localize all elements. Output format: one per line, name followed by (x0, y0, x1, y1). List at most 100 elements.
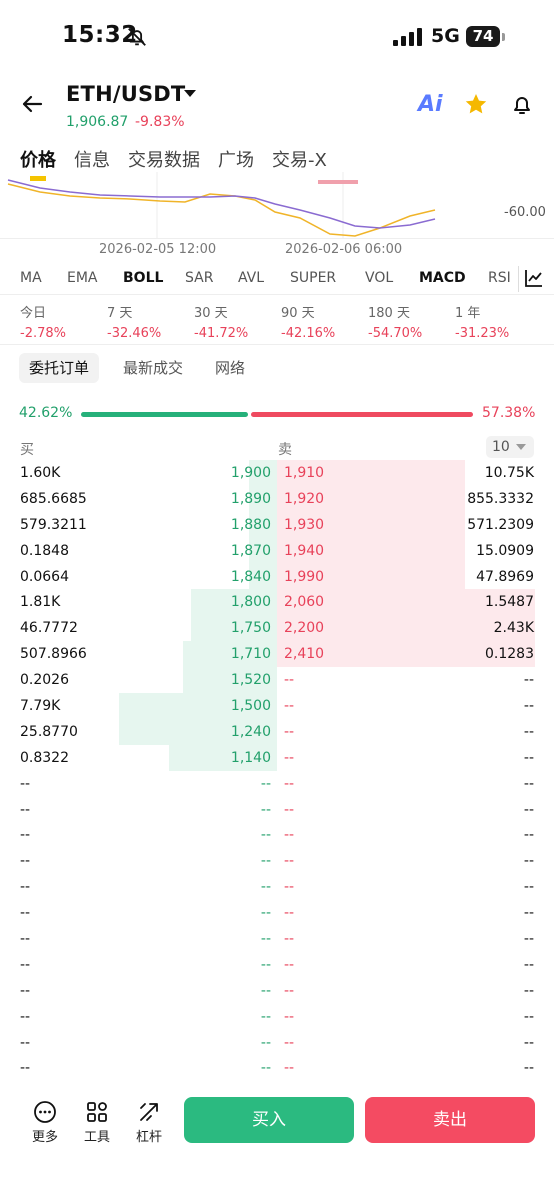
chart-settings-icon[interactable] (524, 268, 544, 288)
order-book-row[interactable]: -- -- -- -- (0, 1004, 554, 1030)
ask-amount: 10.75K (484, 465, 534, 481)
price-chart[interactable] (0, 172, 554, 264)
ask-price: 1,910 (284, 465, 325, 481)
caret-down-icon[interactable] (184, 90, 196, 97)
order-book-row[interactable]: 0.8322 1,140 -- -- (0, 744, 554, 771)
ask-amount: 47.8969 (476, 568, 534, 585)
tab-order-book[interactable]: 委托订单 (19, 353, 100, 383)
order-book-row[interactable]: 0.0664 1,840 1,990 47.8969 (0, 563, 554, 590)
indicator-boll[interactable]: BOLL (123, 270, 164, 286)
period-30d: 30 天 -41.72% (194, 302, 248, 341)
star-icon[interactable] (464, 92, 488, 116)
network-type: 5G (431, 25, 460, 47)
indicator-super[interactable]: SUPER (290, 270, 337, 286)
order-book-row[interactable]: -- -- -- -- (0, 900, 554, 926)
signal-icon (393, 28, 422, 46)
order-book-row[interactable]: 25.8770 1,240 -- -- (0, 718, 554, 745)
status-time: 15:32 (62, 22, 138, 48)
ask-amount: -- (523, 931, 534, 948)
period-label: 今日 (20, 306, 47, 321)
ask-depth-bar (277, 485, 465, 512)
status-bar: 15:32 5G 74 (0, 0, 554, 76)
bid-amount: 1.81K (20, 594, 61, 611)
order-book-row[interactable]: 46.7772 1,750 2,200 2.43K (0, 615, 554, 642)
tools-label[interactable]: 工具 (84, 1130, 111, 1145)
indicator-avl[interactable]: AVL (238, 270, 265, 286)
indicator-ma[interactable]: MA (20, 270, 42, 286)
divider (0, 344, 554, 345)
indicator-sar[interactable]: SAR (185, 270, 214, 286)
more-label[interactable]: 更多 (32, 1130, 59, 1145)
order-book-row[interactable]: -- -- -- -- (0, 797, 554, 823)
bid-depth-bar (183, 641, 277, 668)
bid-depth-bar (191, 615, 277, 642)
order-book-row[interactable]: -- -- -- -- (0, 1030, 554, 1056)
ask-amount: -- (523, 956, 534, 973)
tab-price[interactable]: 价格 (20, 150, 56, 171)
ask-amount: -- (523, 827, 534, 844)
chart-date-label: 2026-02-06 06:00 (285, 242, 403, 257)
period-label: 90 天 (281, 306, 315, 321)
bell-muted-icon (128, 28, 146, 46)
chart-date-label: 2026-02-05 12:00 (99, 242, 217, 257)
ask-amount: -- (523, 982, 534, 999)
buy-button[interactable]: 买入 (184, 1097, 354, 1143)
bid-price: -- (260, 905, 271, 922)
order-book-row[interactable]: -- -- -- -- (0, 1055, 554, 1081)
indicator-ema[interactable]: EMA (67, 270, 98, 286)
chart-axis-label: -60.00 (504, 205, 546, 220)
bid-depth-bar (183, 667, 277, 694)
order-book-row[interactable]: 507.8966 1,710 2,410 0.1283 (0, 641, 554, 668)
order-book-row[interactable]: -- -- -- -- (0, 848, 554, 874)
more-icon[interactable] (33, 1100, 57, 1124)
bid-price: 1,140 (230, 749, 271, 766)
bid-price: 1,870 (230, 542, 271, 559)
indicator-macd[interactable]: MACD (419, 270, 466, 286)
order-book-row[interactable]: 685.6685 1,890 1,920 855.3332 (0, 485, 554, 512)
order-book-row[interactable]: -- -- -- -- (0, 926, 554, 952)
pair-selector[interactable]: ETH/USDT (66, 82, 186, 106)
order-book-row[interactable]: 0.1848 1,870 1,940 15.0909 (0, 537, 554, 564)
period-today: 今日 -2.78% (20, 302, 66, 341)
order-book-row[interactable]: -- -- -- -- (0, 771, 554, 797)
ask-price: -- (284, 801, 295, 818)
ai-icon[interactable]: Ai (418, 92, 443, 117)
alarm-bell-icon[interactable] (510, 92, 534, 116)
tools-icon[interactable] (85, 1100, 109, 1124)
leverage-icon[interactable] (137, 1100, 161, 1124)
tab-network[interactable]: 网络 (215, 359, 246, 377)
indicator-vol[interactable]: VOL (365, 270, 394, 286)
back-arrow-icon[interactable] (20, 92, 44, 116)
order-book-row[interactable]: 1.60K 1,900 1,910 10.75K (0, 460, 554, 486)
order-book-row[interactable]: 7.79K 1,500 -- -- (0, 693, 554, 719)
sell-button[interactable]: 卖出 (365, 1097, 535, 1143)
order-book-row[interactable]: -- -- -- -- (0, 978, 554, 1004)
tab-trading-data[interactable]: 交易数据 (128, 150, 200, 171)
ask-price: -- (284, 879, 295, 896)
order-book-row[interactable]: -- -- -- -- (0, 874, 554, 900)
order-book-row[interactable]: -- -- -- -- (0, 952, 554, 978)
ask-amount: 571.2309 (467, 516, 534, 533)
order-book-row[interactable]: 579.3211 1,880 1,930 571.2309 (0, 511, 554, 538)
order-book-row[interactable]: -- -- -- -- (0, 822, 554, 848)
ask-amount: -- (523, 775, 534, 792)
order-book-row[interactable]: 1.81K 1,800 2,060 1.5487 (0, 589, 554, 616)
leverage-label[interactable]: 杠杆 (136, 1130, 163, 1145)
bid-price: -- (260, 1008, 271, 1025)
ask-amount: -- (523, 879, 534, 896)
ask-amount: -- (523, 801, 534, 818)
ask-price: -- (284, 905, 295, 922)
ask-price: -- (284, 931, 295, 948)
depth-select[interactable]: 10 (486, 436, 534, 458)
battery-tip (502, 33, 505, 41)
bid-price: 1,710 (230, 646, 271, 663)
ask-amount: -- (523, 749, 534, 766)
tab-latest-trades[interactable]: 最新成交 (123, 359, 184, 377)
order-book-row[interactable]: 0.2026 1,520 -- -- (0, 667, 554, 694)
indicator-rsi[interactable]: RSI (488, 270, 511, 286)
tab-trade-x[interactable]: 交易-X (272, 150, 327, 171)
ask-amount: -- (523, 698, 534, 715)
ask-price: -- (284, 1008, 295, 1025)
tab-square[interactable]: 广场 (218, 150, 254, 171)
tab-info[interactable]: 信息 (74, 150, 110, 171)
